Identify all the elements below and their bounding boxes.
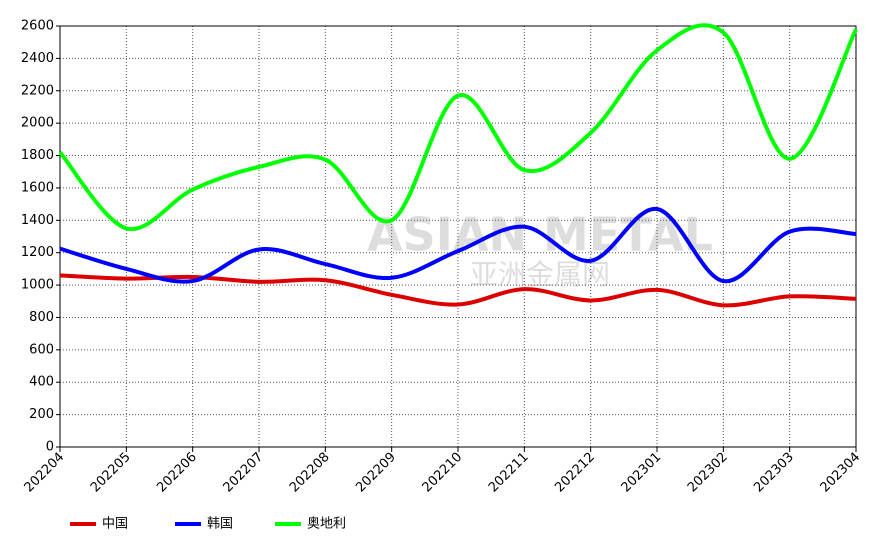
legend-label: 中国	[102, 517, 128, 532]
x-tick-label: 202211	[486, 450, 532, 496]
y-tick-label: 1200	[21, 245, 54, 260]
x-tick-label: 202302	[685, 450, 731, 496]
y-tick-label: 2200	[21, 83, 54, 98]
x-tick-label: 202301	[619, 450, 665, 496]
x-tick-label: 202209	[353, 450, 399, 496]
x-tick-label: 202210	[420, 450, 466, 496]
x-tick-label: 202212	[552, 450, 598, 496]
series-line	[59, 206, 857, 284]
y-tick-label: 200	[29, 407, 54, 422]
x-tick-label: 202206	[154, 450, 200, 496]
x-tick-label: 202304	[818, 450, 864, 496]
x-tick-label: 202204	[22, 450, 68, 496]
x-tick-label: 202205	[88, 450, 134, 496]
series-line	[59, 273, 857, 308]
x-tick-label: 202208	[287, 450, 333, 496]
watermark: 亚洲金属网	[470, 258, 610, 291]
y-tick-label: 400	[29, 375, 54, 390]
y-tick-label: 600	[29, 342, 54, 357]
y-tick-label: 2000	[21, 116, 54, 131]
series-line	[58, 23, 858, 232]
x-tick-label: 202207	[221, 450, 267, 496]
legend-label: 韩国	[207, 517, 233, 532]
plot-frame	[59, 25, 857, 448]
y-tick-label: 2600	[21, 19, 54, 34]
y-tick-label: 1800	[21, 148, 54, 163]
y-tick-label: 1600	[21, 180, 54, 195]
y-tick-label: 0	[46, 440, 54, 455]
y-tick-label: 1000	[21, 278, 54, 293]
y-tick-label: 2400	[21, 51, 54, 66]
legend-label: 奥地利	[307, 517, 346, 532]
x-tick-label: 202303	[751, 450, 797, 496]
y-tick-label: 800	[29, 310, 54, 325]
y-tick-label: 1400	[21, 213, 54, 228]
